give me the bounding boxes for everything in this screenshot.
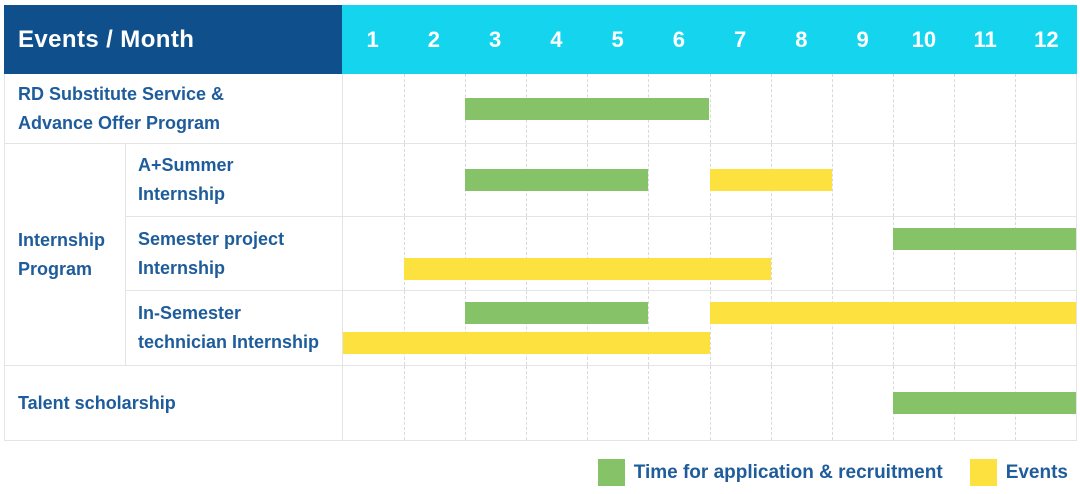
event-bar	[404, 257, 771, 280]
month-gridline	[709, 366, 711, 440]
chart-row-4	[343, 291, 1076, 366]
month-gridline	[831, 366, 833, 440]
month-gridline	[709, 217, 711, 290]
row-label-line: technician Internship	[138, 332, 320, 352]
month-label: 11	[973, 26, 997, 52]
month-gridline	[404, 74, 406, 143]
month-label: 1	[366, 26, 379, 52]
row-label-a-plus-summer: A+Summer Internship	[126, 144, 343, 217]
month-gridline	[709, 291, 711, 365]
month-gridline	[770, 217, 772, 290]
month-gridline	[770, 366, 772, 440]
month-label: 8	[795, 26, 808, 52]
month-label: 3	[489, 26, 502, 52]
month-gridline	[770, 291, 772, 365]
month-gridline	[587, 217, 589, 290]
month-label: 12	[1034, 26, 1059, 52]
table-header: Events / Month 1 2 3 4 5 6 7 8 9 10 11 12	[4, 5, 1077, 74]
month-header-strip: 1 2 3 4 5 6 7 8 9 10 11 12	[342, 5, 1077, 74]
month-gridline	[1014, 74, 1016, 143]
month-label: 10	[911, 26, 937, 52]
month-gridline	[953, 291, 955, 365]
month-gridline	[526, 291, 528, 365]
month-gridline	[648, 366, 650, 440]
month-gridline	[892, 144, 894, 216]
application-bar	[465, 169, 649, 191]
row-label-in-semester-technician: In-Semester technician Internship	[126, 291, 343, 366]
row-label-line: A+Summer	[138, 155, 234, 176]
chart-row-1	[343, 74, 1076, 144]
month-gridline	[953, 74, 955, 143]
row-label-line: In-Semester	[138, 303, 242, 324]
month-label: 5	[611, 26, 624, 52]
row-label-semester-project: Semester project Internship	[126, 217, 343, 291]
month-gridline	[953, 144, 955, 216]
legend-label-events: Events	[1005, 461, 1068, 483]
month-gridline	[648, 144, 650, 216]
month-gridline	[526, 366, 528, 440]
row-label-line: RD Substitute Service &	[18, 83, 225, 104]
month-gridline	[770, 74, 772, 143]
legend-item-application: Time for application & recruitment	[597, 459, 943, 486]
chart-row-2	[343, 144, 1076, 217]
header-events-month: Events / Month	[4, 5, 342, 74]
month-label: 2	[427, 26, 440, 52]
month-gridline	[526, 217, 528, 290]
month-gridline	[404, 291, 406, 365]
month-label: 7	[734, 26, 747, 52]
legend: Time for application & recruitment Event…	[597, 459, 1068, 486]
chart-row-5	[343, 366, 1076, 441]
month-gridline	[831, 291, 833, 365]
application-bar	[892, 227, 1076, 250]
month-gridline	[892, 74, 894, 143]
row-label-talent-scholarship: Talent scholarship	[5, 366, 343, 441]
group-label-internship-program: Internship Program	[5, 144, 126, 366]
event-bar	[343, 332, 710, 354]
row-label-line: Internship	[138, 184, 226, 204]
legend-swatch-green-icon	[597, 459, 625, 486]
legend-swatch-yellow-icon	[969, 459, 997, 486]
chart-row-3	[343, 217, 1076, 291]
row-label-rd-substitute: RD Substitute Service & Advance Offer Pr…	[5, 74, 343, 144]
month-label: 6	[672, 26, 685, 52]
row-label-line: Talent scholarship	[18, 392, 176, 413]
month-gridline	[587, 366, 589, 440]
month-gridline	[892, 217, 894, 290]
event-bar	[709, 302, 1076, 324]
group-label-line: Program	[18, 258, 93, 279]
month-gridline	[465, 366, 467, 440]
month-gridline	[465, 291, 467, 365]
month-gridline	[648, 217, 650, 290]
month-gridline	[465, 217, 467, 290]
month-label: 4	[550, 26, 563, 52]
legend-label-application: Time for application & recruitment	[633, 461, 943, 483]
month-gridline	[404, 366, 406, 440]
row-label-line: Semester project	[138, 228, 285, 249]
month-label: 9	[856, 26, 869, 52]
row-label-line: Advance Offer Program	[18, 112, 221, 133]
month-gridline	[831, 144, 833, 216]
month-gridline	[404, 217, 406, 290]
row-label-line: Internship	[138, 257, 226, 278]
month-gridline	[1014, 291, 1016, 365]
table-body: RD Substitute Service & Advance Offer Pr…	[4, 74, 1077, 441]
month-gridline	[831, 74, 833, 143]
month-gridline	[404, 144, 406, 216]
application-bar	[892, 392, 1076, 414]
application-bar	[465, 302, 649, 324]
month-gridline	[892, 291, 894, 365]
schedule-table: Events / Month 1 2 3 4 5 6 7 8 9 10 11 12 RD Substi…	[4, 5, 1077, 441]
month-gridline	[831, 217, 833, 290]
event-bar	[709, 169, 832, 191]
group-label-line: Internship	[18, 229, 106, 250]
month-gridline	[1014, 217, 1016, 290]
legend-item-events: Events	[969, 459, 1068, 486]
month-gridline	[953, 217, 955, 290]
month-gridline	[709, 74, 711, 143]
month-gridline	[1014, 144, 1016, 216]
month-gridline	[648, 291, 650, 365]
application-bar	[465, 97, 710, 120]
month-gridline	[587, 291, 589, 365]
